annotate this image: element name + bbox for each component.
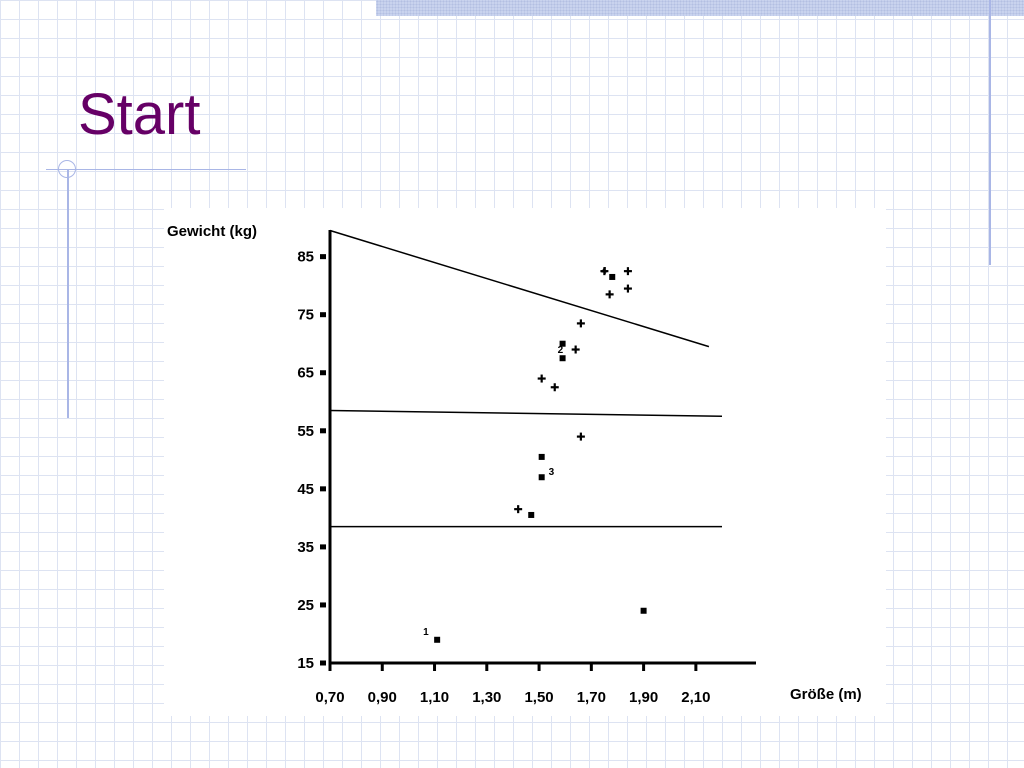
y-tick-label: 55: [297, 423, 314, 440]
data-points: 1234: [423, 266, 647, 643]
y-tick-mark: [320, 370, 326, 376]
data-point: [538, 453, 545, 460]
x-tick-label: 1,50: [524, 689, 553, 706]
data-point-plus: [623, 284, 632, 293]
title-underline: [46, 169, 246, 170]
y-tick-mark: [320, 254, 326, 260]
data-point-plus: [576, 432, 585, 441]
data-point: [538, 474, 545, 481]
y-tick-label: 25: [297, 597, 314, 614]
data-point: [640, 607, 647, 614]
data-point-plus: [623, 267, 632, 276]
y-tick-mark: [320, 660, 326, 666]
x-tick-label: 2,10: [681, 689, 710, 706]
reference-line: [329, 409, 723, 418]
axes: [328, 230, 756, 665]
y-tick-mark: [320, 312, 326, 318]
data-point-plus: [537, 374, 546, 383]
data-point-plus: [576, 319, 585, 328]
y-tick-label: 75: [297, 307, 314, 324]
slide-title: Start: [78, 82, 201, 147]
y-ticks: 15 25 35 45 55 65 75 85: [297, 249, 326, 672]
x-tick-label: 0,70: [315, 689, 344, 706]
data-point: [609, 273, 616, 280]
data-point-plus: [605, 290, 614, 299]
reference-line: [329, 229, 710, 348]
x-ticks: 0,70 0,90 1,10 1,30 1,50 1,70 1,90 2,10: [315, 663, 710, 706]
x-tick-label: 1,10: [420, 689, 449, 706]
data-point-plus: [600, 267, 609, 276]
x-tick-label: 1,90: [629, 689, 658, 706]
data-point: [559, 340, 566, 347]
y-tick-mark: [320, 486, 326, 492]
left-decorative-line: [67, 170, 69, 418]
top-decorative-band: [376, 0, 1024, 16]
data-point: [559, 355, 566, 362]
point-label: 1: [423, 627, 429, 638]
y-tick-label: 35: [297, 539, 314, 556]
data-point-plus: [550, 383, 559, 392]
point-label: 2: [558, 345, 564, 356]
y-axis-title: Gewicht (kg): [167, 223, 257, 240]
x-tick-label: 1,30: [472, 689, 501, 706]
y-tick-mark: [320, 544, 326, 550]
data-point-plus: [514, 505, 523, 514]
x-axis-title: Größe (m): [790, 686, 862, 703]
point-label: 3: [549, 467, 555, 478]
x-tick-label: 1,70: [577, 689, 606, 706]
y-tick-label: 45: [297, 481, 314, 498]
right-decorative-line: [989, 0, 991, 265]
y-tick-mark: [320, 428, 326, 434]
y-tick-label: 65: [297, 365, 314, 382]
data-point-plus: [571, 345, 580, 354]
circle-ornament-icon: [58, 160, 76, 178]
scatter-chart: 15 25 35 45 55 65 75 85 0,70 0,90 1,10 1,30 1,50 1,7…: [167, 223, 862, 706]
data-point: [434, 636, 441, 643]
x-tick-label: 0,90: [368, 689, 397, 706]
chart-panel: 15 25 35 45 55 65 75 85 0,70 0,90 1,10 1,30 1,50 1,7…: [164, 208, 886, 716]
y-tick-label: 85: [297, 249, 314, 266]
y-tick-label: 15: [297, 655, 314, 672]
data-point: [528, 511, 535, 518]
reference-lines: [329, 229, 723, 528]
y-tick-mark: [320, 602, 326, 608]
